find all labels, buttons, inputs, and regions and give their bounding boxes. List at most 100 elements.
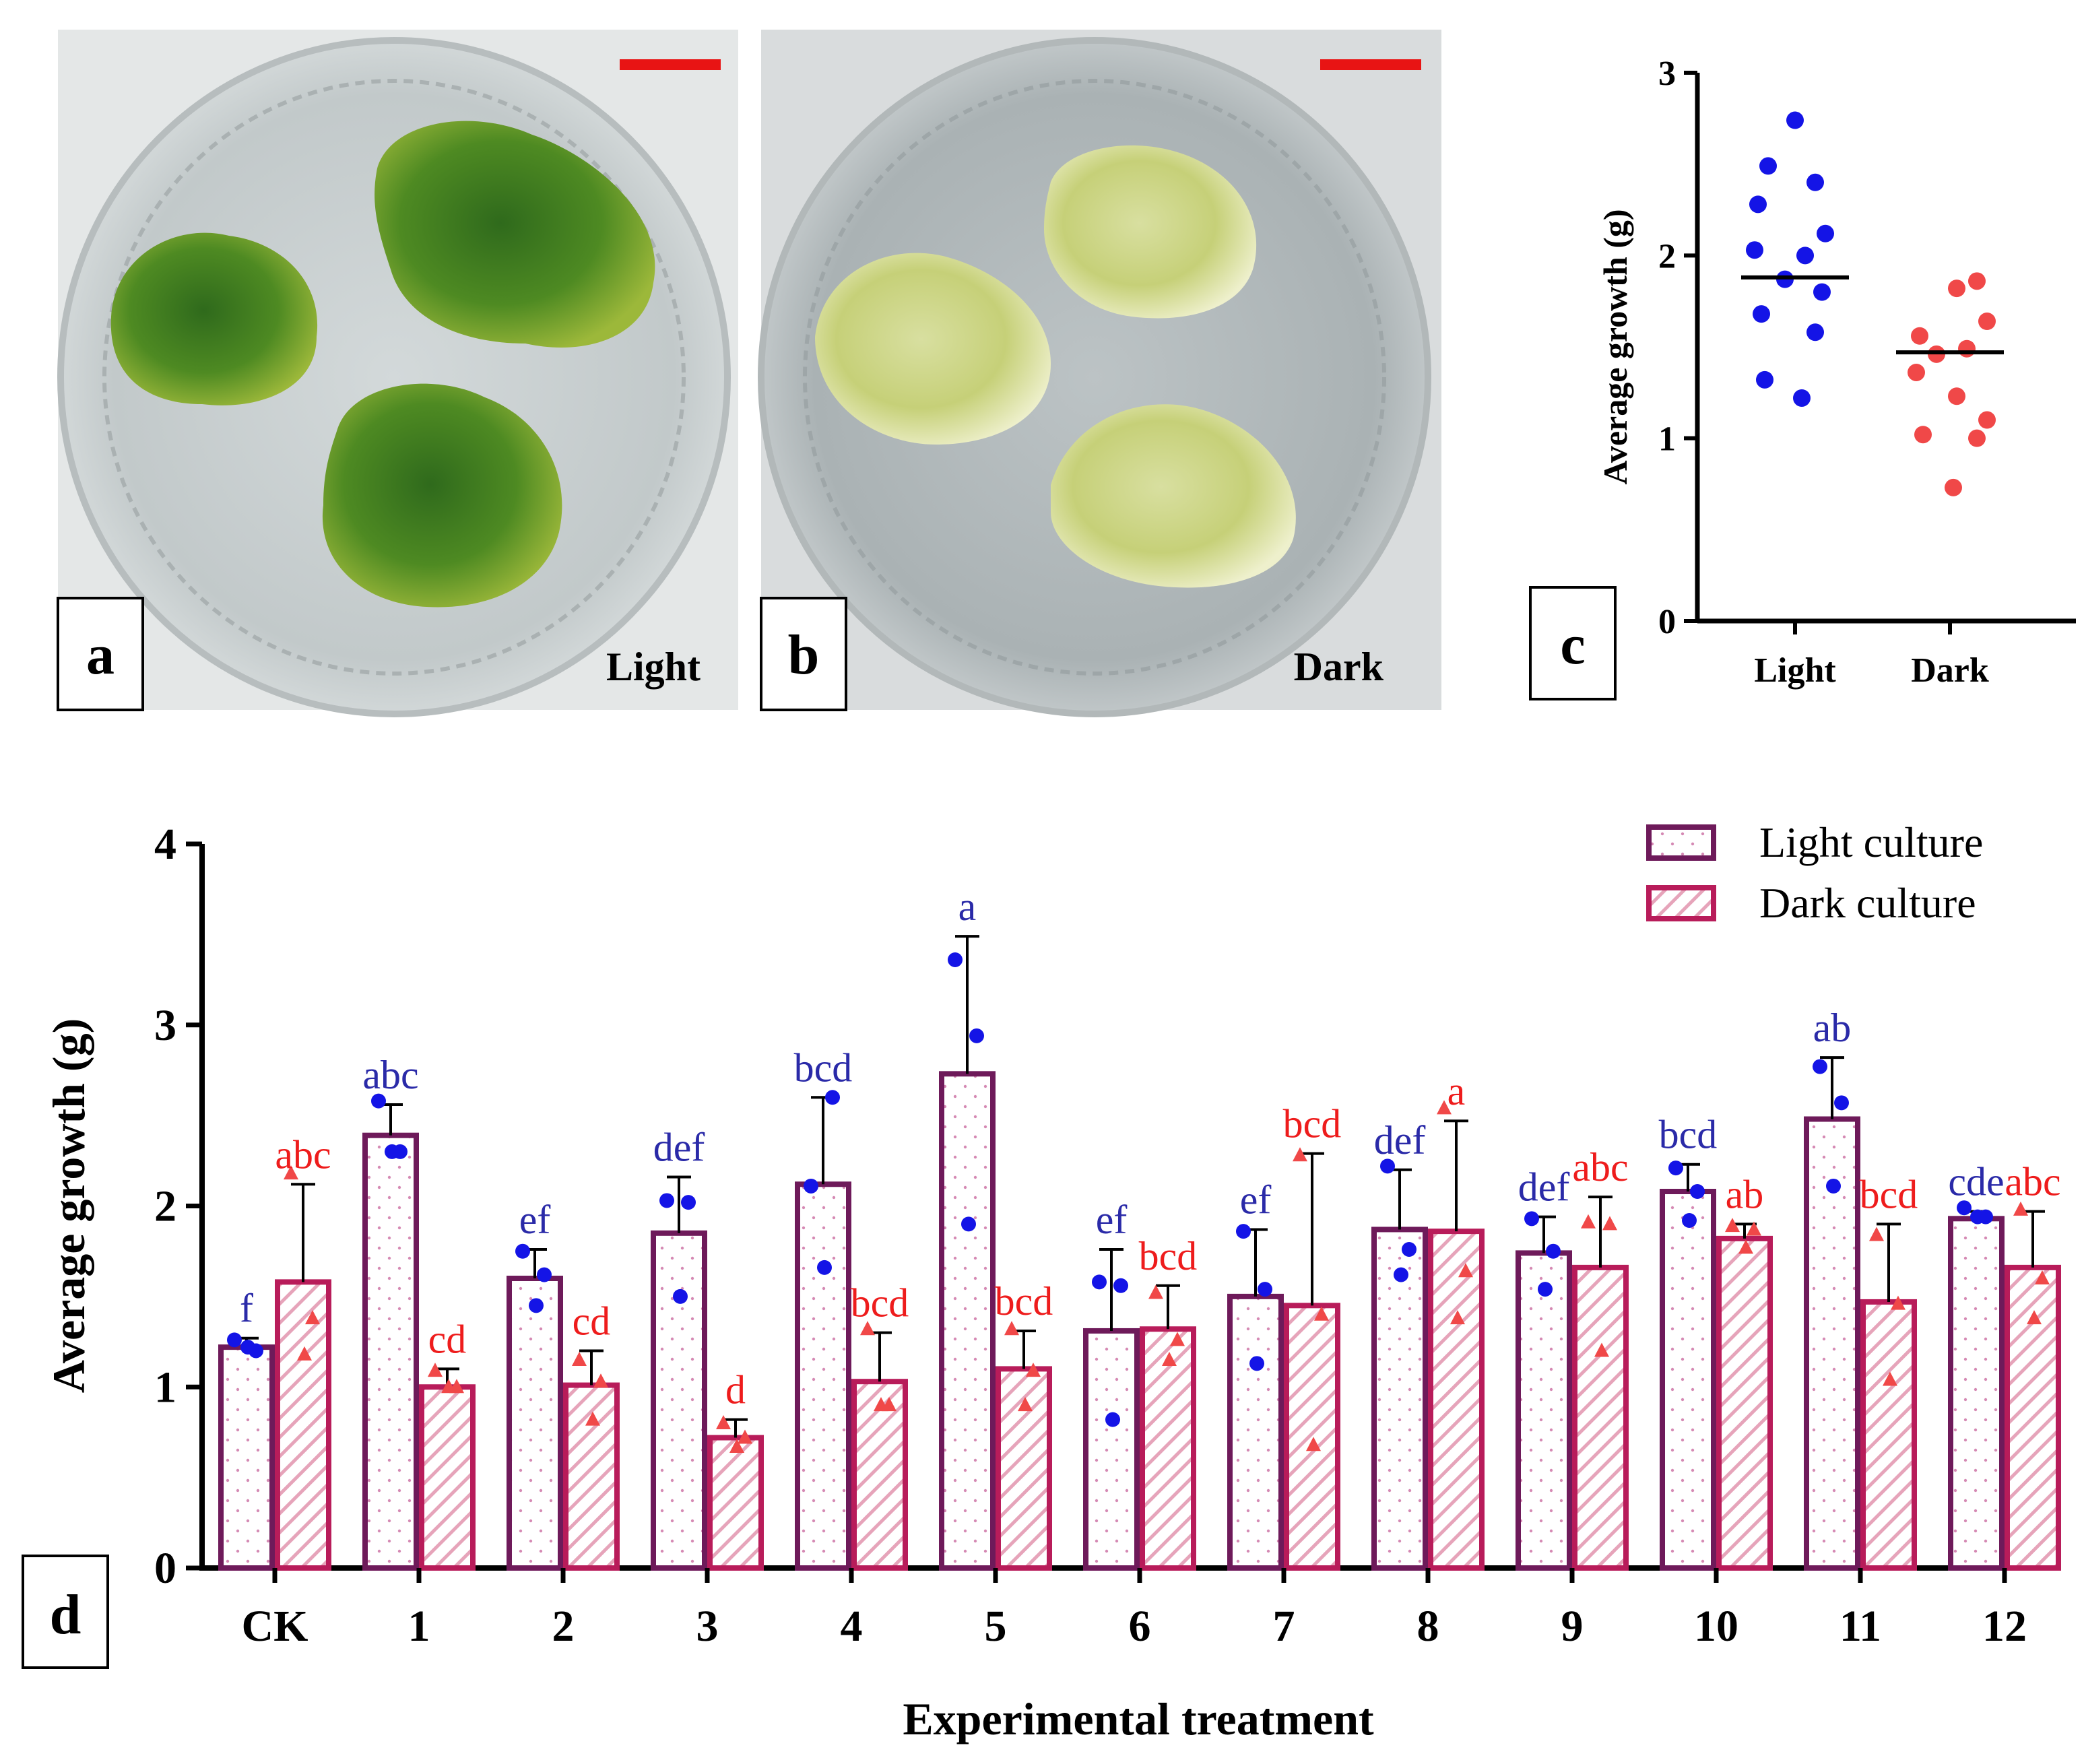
panel-letter-box-d: [22, 1555, 109, 1669]
d-point-light: [240, 1340, 255, 1355]
d-bar-light: [1227, 1293, 1284, 1571]
d-point-dark: [1026, 1363, 1041, 1377]
d-point-light: [515, 1243, 530, 1259]
d-point-dark: [428, 1363, 443, 1377]
d-point-dark: [297, 1346, 312, 1361]
c-point-light: [1749, 195, 1767, 214]
d-point-light: [961, 1216, 976, 1232]
c-y-axis-label: Average growth (g): [1596, 209, 1634, 484]
d-x-tick-label: CK: [242, 1602, 308, 1651]
d-significance-letter-dark: bcd: [1860, 1172, 1918, 1216]
c-point-light: [1813, 283, 1831, 301]
d-point-light: [1394, 1267, 1408, 1282]
d-x-tick-label: 6: [1129, 1602, 1151, 1651]
c-y-axis: [1695, 73, 2076, 624]
panel-letter-b: b: [788, 624, 820, 686]
d-point-dark: [1725, 1218, 1740, 1233]
d-point-light: [1524, 1211, 1539, 1227]
callus-green-bottom: [322, 383, 562, 608]
d-significance-letter-light: f: [240, 1286, 253, 1331]
d-x-tick-label: 1: [408, 1602, 430, 1651]
d-point-light: [227, 1332, 242, 1348]
scale-bar-b: [1320, 59, 1421, 70]
c-point-dark: [1968, 429, 1986, 447]
c-point-light: [1759, 157, 1777, 175]
d-point-light: [1834, 1095, 1849, 1111]
d-point-dark: [1458, 1263, 1473, 1278]
panel-caption-b: Dark: [1294, 645, 1384, 689]
d-point-dark: [738, 1429, 752, 1444]
d-point-dark: [585, 1411, 600, 1426]
petri-dish-rim-dark: [803, 79, 1386, 676]
d-significance-letter-dark: abc: [2005, 1160, 2060, 1204]
d-x-tick-label: 7: [1273, 1602, 1295, 1651]
d-point-dark: [1581, 1214, 1596, 1229]
d-bar-dark: [1716, 1235, 1773, 1571]
d-point-dark: [1883, 1371, 1897, 1386]
d-point-dark: [1891, 1295, 1906, 1310]
d-bar-light: [1516, 1250, 1572, 1571]
c-point-light: [1756, 370, 1773, 389]
d-x-tick-label: 12: [1982, 1602, 2027, 1651]
d-point-light: [1970, 1209, 1985, 1224]
d-point-light: [948, 952, 963, 967]
d-point-light: [1957, 1200, 1972, 1216]
d-point-light: [681, 1195, 696, 1210]
d-point-dark: [1437, 1100, 1452, 1115]
c-y-tick-label-1: 1: [1658, 420, 1676, 459]
c-y-tick-label-3: 3: [1658, 55, 1676, 93]
c-point-light: [1806, 173, 1824, 191]
d-bar-dark: [1140, 1326, 1196, 1571]
d-point-light: [529, 1298, 544, 1313]
d-point-light: [825, 1090, 840, 1105]
d-significance-letter-light: ef: [1096, 1198, 1128, 1242]
callus-pale-bottom: [1051, 404, 1296, 588]
panel-a: a Light: [57, 30, 738, 717]
d-significance-letter-dark: bcd: [995, 1279, 1053, 1324]
d-bar-dark: [563, 1382, 620, 1571]
d-point-light: [1092, 1274, 1107, 1290]
c-point-light: [1786, 111, 1804, 129]
d-bar-dark: [707, 1435, 764, 1571]
d-y-ticks: 0 1 2 3 4: [154, 820, 202, 1593]
c-point-dark: [1914, 426, 1932, 444]
d-significance-letter-dark: ab: [1726, 1172, 1764, 1216]
d-point-light: [1826, 1178, 1841, 1194]
d-bar-light: [1948, 1216, 2005, 1571]
c-point-dark: [1948, 387, 1965, 405]
d-x-tick-label: 3: [696, 1602, 719, 1651]
d-significance-letter-light: bcd: [1659, 1113, 1718, 1157]
d-significance-letter-light: def: [1374, 1118, 1426, 1163]
c-point-light: [1806, 323, 1824, 341]
d-point-light: [1538, 1282, 1553, 1297]
d-significance-letter-dark: abc: [275, 1132, 331, 1177]
d-point-dark: [1018, 1397, 1033, 1412]
d-bar-dark: [851, 1379, 908, 1571]
d-significance-letter-light: ab: [1813, 1006, 1852, 1050]
d-point-light: [673, 1288, 688, 1304]
d-point-dark: [1747, 1221, 1761, 1236]
d-x-tick-label: 8: [1417, 1602, 1439, 1651]
d-point-light: [817, 1260, 832, 1275]
d-y-tick-label-3: 3: [154, 1001, 176, 1050]
d-point-light: [1402, 1242, 1417, 1257]
d-significance-letter-dark: d: [725, 1368, 746, 1412]
c-point-light: [1796, 247, 1814, 265]
d-point-light: [1249, 1356, 1264, 1371]
d-point-dark: [1293, 1147, 1307, 1162]
d-point-dark: [284, 1165, 298, 1180]
d-bar-dark: [275, 1279, 331, 1571]
d-bar-light: [1371, 1227, 1428, 1571]
c-point-dark: [1948, 280, 1965, 298]
d-point-light: [969, 1028, 984, 1043]
c-point-dark: [1908, 363, 1925, 381]
d-point-light: [659, 1193, 674, 1208]
d-bar-light: [507, 1276, 563, 1571]
panel-letter-box-a: [57, 597, 144, 711]
d-point-light: [1668, 1161, 1683, 1176]
d-bar-dark: [1428, 1229, 1485, 1571]
d-significance-letter-dark: a: [1447, 1069, 1466, 1113]
d-x-tick-label: 2: [552, 1602, 575, 1651]
d-point-dark: [874, 1397, 888, 1412]
